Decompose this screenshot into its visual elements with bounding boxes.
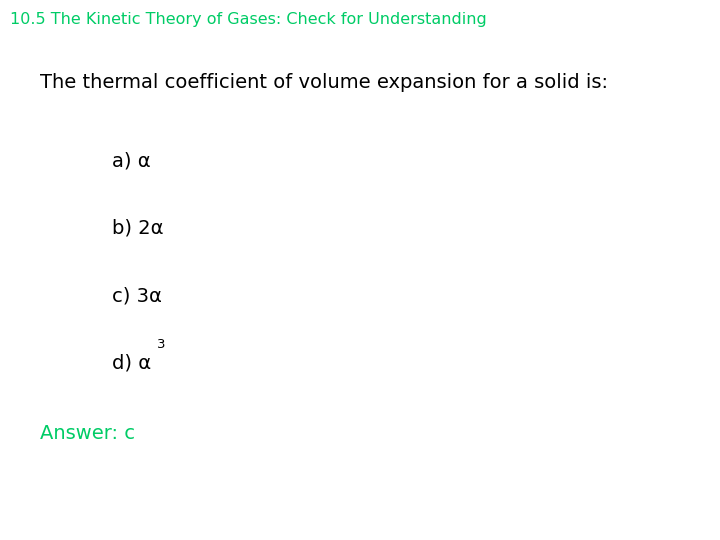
Text: a) α: a) α bbox=[112, 151, 150, 170]
Text: 3: 3 bbox=[157, 338, 166, 350]
Text: c) 3α: c) 3α bbox=[112, 286, 161, 305]
Text: The thermal coefficient of volume expansion for a solid is:: The thermal coefficient of volume expans… bbox=[40, 73, 608, 92]
Text: 10.5 The Kinetic Theory of Gases: Check for Understanding: 10.5 The Kinetic Theory of Gases: Check … bbox=[10, 12, 487, 27]
Text: Answer: c: Answer: c bbox=[40, 424, 135, 443]
Text: b) 2α: b) 2α bbox=[112, 219, 163, 238]
Text: d) α: d) α bbox=[112, 354, 150, 373]
